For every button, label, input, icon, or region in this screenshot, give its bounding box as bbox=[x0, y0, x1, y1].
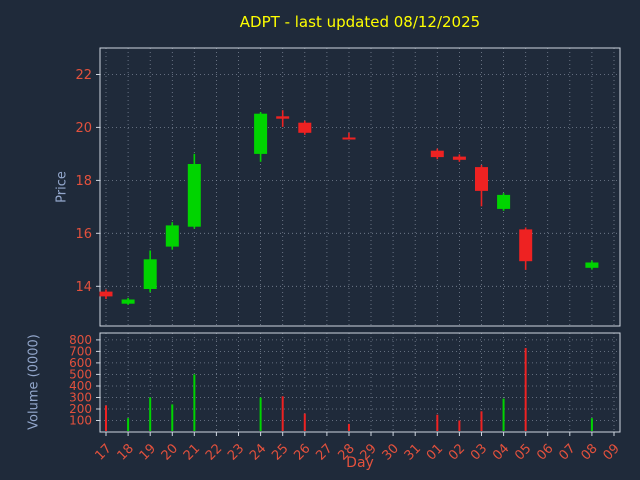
candle-body-20 bbox=[165, 225, 179, 247]
candle-body-05 bbox=[519, 229, 533, 262]
volume-tick-label: 800 bbox=[69, 333, 92, 347]
x-axis-label: Day bbox=[346, 455, 374, 471]
price-tick-label: 22 bbox=[75, 68, 92, 83]
candle-body-21 bbox=[187, 164, 201, 227]
chart-title: ADPT - last updated 08/12/2025 bbox=[239, 13, 481, 31]
price-axes-box bbox=[99, 47, 621, 327]
candle-body-28 bbox=[342, 137, 356, 140]
price-tick-label: 18 bbox=[75, 174, 92, 189]
candle-body-17 bbox=[99, 291, 113, 297]
volume-tick-label: 200 bbox=[69, 402, 92, 416]
candle-body-25 bbox=[276, 116, 290, 119]
candle-body-03 bbox=[475, 167, 488, 191]
volume-tick-label: 700 bbox=[69, 344, 92, 358]
price-tick-label: 14 bbox=[75, 280, 92, 295]
volume-tick-label: 600 bbox=[69, 356, 92, 370]
volume-axis-label: Volume (0000) bbox=[26, 334, 42, 430]
volume-tick-label: 500 bbox=[69, 367, 92, 381]
price-axis-label: Price bbox=[54, 171, 70, 203]
candle-body-04 bbox=[497, 194, 511, 209]
volume-tick-label: 300 bbox=[69, 390, 92, 404]
price-tick-label: 16 bbox=[75, 227, 92, 242]
candle-body-19 bbox=[143, 259, 157, 289]
candle-body-24 bbox=[254, 113, 268, 154]
volume-tick-label: 100 bbox=[69, 413, 92, 427]
candle-body-08 bbox=[585, 262, 599, 268]
price-tick-label: 20 bbox=[75, 121, 92, 136]
candle-body-01 bbox=[430, 150, 444, 158]
volume-tick-label: 400 bbox=[69, 379, 92, 393]
candle-body-02 bbox=[452, 156, 466, 160]
candle-body-26 bbox=[298, 122, 312, 133]
candle-body-18 bbox=[121, 299, 135, 304]
volume-axes-box bbox=[99, 332, 621, 433]
